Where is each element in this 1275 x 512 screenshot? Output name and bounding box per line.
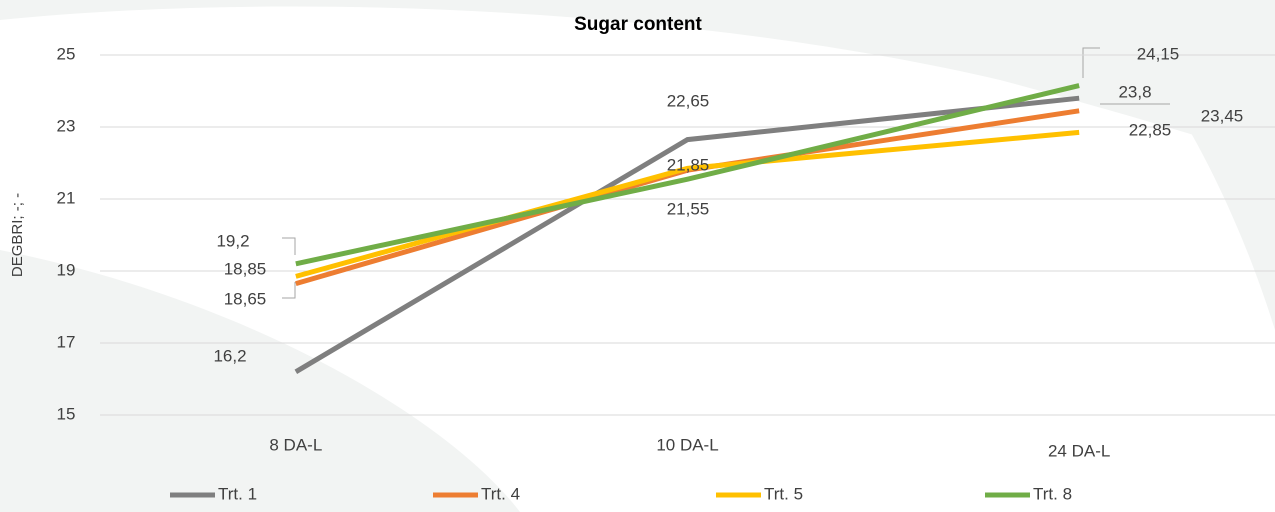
data-label: 21,55 <box>667 199 710 218</box>
data-label: 21,85 <box>667 155 710 174</box>
legend-label: Trt. 5 <box>764 484 803 503</box>
y-tick-label: 25 <box>57 44 76 63</box>
x-tick-label: 24 DA-L <box>1048 441 1110 460</box>
data-label: 22,65 <box>667 91 710 110</box>
y-tick-label: 15 <box>57 404 76 423</box>
line <box>295 108 1080 287</box>
line <box>294 95 1080 374</box>
leaders <box>282 47 1170 299</box>
y-tick-label: 23 <box>57 116 76 135</box>
x-tick-label: 10 DA-L <box>656 435 718 454</box>
data-label: 18,65 <box>224 289 267 308</box>
data-label: 24,15 <box>1137 44 1180 63</box>
data-label: 19,2 <box>216 231 249 250</box>
data-label: 23,8 <box>1118 82 1151 101</box>
y-tick-label: 19 <box>57 260 76 279</box>
data-label: 23,45 <box>1201 106 1244 125</box>
line <box>295 83 1080 267</box>
data-label: 18,85 <box>224 259 267 278</box>
y-tick-label: 21 <box>57 188 76 207</box>
legend-label: Trt. 4 <box>481 484 520 503</box>
x-tick-label: 8 DA-L <box>269 435 322 454</box>
legend-label: Trt. 8 <box>1033 484 1072 503</box>
data-label: 16,2 <box>213 346 246 365</box>
data-label: 22,85 <box>1129 120 1172 139</box>
y-tick-label: 17 <box>57 332 76 351</box>
legend-label: Trt. 1 <box>218 484 257 503</box>
y-axis-label: DEGBRI; -; - <box>9 193 26 277</box>
line <box>295 129 1080 279</box>
chart-title: Sugar content <box>574 14 702 35</box>
